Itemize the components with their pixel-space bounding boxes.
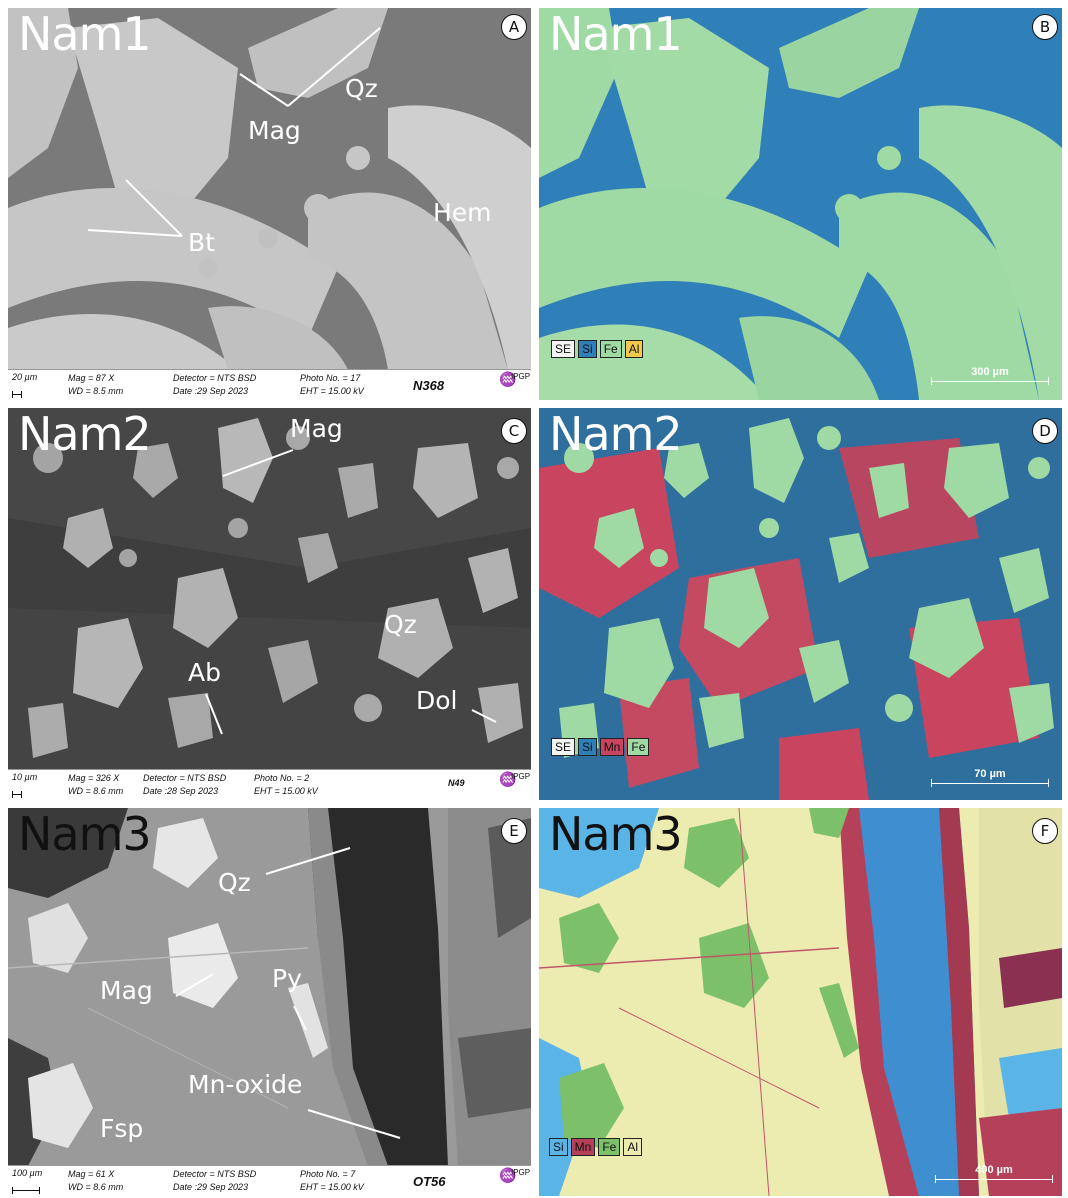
legend-mn-d: Mn xyxy=(599,738,625,756)
legend-si-d: Si xyxy=(578,738,597,756)
mag-text-c: Mag = 326 X xyxy=(68,773,120,783)
photo-text-a: Photo No. = 17 xyxy=(300,373,361,383)
legend-fe-b: Fe xyxy=(599,340,622,358)
legend-al-b: Al xyxy=(624,340,644,358)
panel-d: Nam2 D SE Si Mn Fe 70 µm xyxy=(539,408,1062,800)
scale-text-e: 100 µm xyxy=(12,1168,43,1178)
detector-text-a: Detector = NTS BSD xyxy=(173,373,257,383)
element-legend-f: Si Mn Fe Al xyxy=(549,1138,643,1156)
eht-text-e: EHT = 15.00 kV xyxy=(300,1182,364,1192)
label-mag-c: Mag xyxy=(290,414,343,443)
legend-si-b: Si xyxy=(578,340,597,358)
date-text-e: Date :29 Sep 2023 xyxy=(173,1182,249,1192)
sem-info-bar-e: 100 µm Mag = 61 X WD = 8.6 mm Detector =… xyxy=(8,1165,531,1196)
detector-text-c: Detector = NTS BSD xyxy=(143,773,227,783)
scale-text-d: 70 µm xyxy=(974,768,1006,780)
bse-image-c xyxy=(8,408,531,800)
logo-glyph-icon: ♒ xyxy=(499,1167,517,1183)
panel-e: Nam3 E Qz Mag Py Mn-oxide Fsp 100 µm Mag… xyxy=(8,808,531,1196)
legend-al-f: Al xyxy=(623,1138,643,1156)
date-text-c: Date :28 Sep 2023 xyxy=(143,786,219,796)
wd-text-c: WD = 8.6 mm xyxy=(68,786,124,796)
label-dol-c: Dol xyxy=(416,686,458,715)
label-mag-e: Mag xyxy=(100,976,153,1005)
sample-label-c: Nam2 xyxy=(18,408,152,461)
scale-text-c: 10 µm xyxy=(12,772,38,782)
panel-b: Nam1 B SE Si Fe Al 300 µm xyxy=(539,8,1062,400)
logo-glyph-icon: ♒ xyxy=(499,371,517,387)
element-legend-b: SE Si Fe Al xyxy=(551,340,644,358)
scale-bar-c xyxy=(12,791,22,798)
panel-f: Nam3 F Si Mn Fe Al 400 µm xyxy=(539,808,1062,1196)
label-py-e: Py xyxy=(272,964,302,993)
label-qz-a: Qz xyxy=(345,74,378,103)
photo-text-c: Photo No. = 2 xyxy=(254,773,310,783)
sample-label-f: Nam3 xyxy=(549,808,683,861)
wd-text-a: WD = 8.5 mm xyxy=(68,386,124,396)
mag-text-a: Mag = 87 X xyxy=(68,373,115,383)
panel-c: Nam2 C Mag Qz Ab Dol 10 µm Mag = 326 X W… xyxy=(8,408,531,800)
scale-bar-d: 70 µm xyxy=(931,768,1049,787)
sample-label-e: Nam3 xyxy=(18,808,152,861)
photo-text-e: Photo No. = 7 xyxy=(300,1169,356,1179)
panel-letter-f: F xyxy=(1032,818,1058,844)
legend-se-b: SE xyxy=(551,340,576,358)
legend-fe-f: Fe xyxy=(598,1138,621,1156)
sample-id-a: N368 xyxy=(413,378,445,393)
label-ab-c: Ab xyxy=(188,658,221,687)
panel-letter-d: D xyxy=(1032,418,1058,444)
panel-a: Nam1 A Qz Mag Bt Hem 20 µm Mag = 87 X WD… xyxy=(8,8,531,400)
sem-info-bar-a: 20 µm Mag = 87 X WD = 8.5 mm Detector = … xyxy=(8,369,531,400)
eht-text-c: EHT = 15.00 kV xyxy=(254,786,318,796)
sample-label-b: Nam1 xyxy=(549,8,683,61)
logo-text-e: IPGP xyxy=(511,1168,531,1177)
sample-id-e: OT56 xyxy=(413,1174,446,1189)
panel-letter-b: B xyxy=(1032,14,1058,40)
scale-text-f: 400 µm xyxy=(975,1164,1013,1176)
label-qz-c: Qz xyxy=(384,610,417,639)
scale-text-b: 300 µm xyxy=(971,366,1009,378)
wd-text-e: WD = 8.6 mm xyxy=(68,1182,124,1192)
legend-mn-f: Mn xyxy=(570,1138,596,1156)
detector-text-e: Detector = NTS BSD xyxy=(173,1169,257,1179)
panel-letter-e: E xyxy=(501,818,527,844)
label-hem-a: Hem xyxy=(433,198,492,227)
label-mag-a: Mag xyxy=(248,116,301,145)
scale-bar-b: 300 µm xyxy=(931,366,1049,385)
sem-info-bar-c: 10 µm Mag = 326 X WD = 8.6 mm Detector =… xyxy=(8,769,531,800)
date-text-a: Date :29 Sep 2023 xyxy=(173,386,249,396)
scale-bar-f: 400 µm xyxy=(935,1164,1053,1183)
label-fsp-e: Fsp xyxy=(100,1114,144,1143)
sample-label-d: Nam2 xyxy=(549,408,683,461)
logo-text-a: IPGP xyxy=(511,372,531,381)
scale-bar-a xyxy=(12,391,22,398)
logo-text-c: IPGP xyxy=(511,772,531,781)
sample-id-c: N49 xyxy=(448,778,465,788)
element-legend-d: SE Si Mn Fe xyxy=(551,738,650,756)
eds-map-b xyxy=(539,8,1062,400)
eds-map-d xyxy=(539,408,1062,800)
panel-letter-a: A xyxy=(501,14,527,40)
legend-fe-d: Fe xyxy=(627,738,650,756)
eht-text-a: EHT = 15.00 kV xyxy=(300,386,364,396)
label-bt-a: Bt xyxy=(188,228,215,257)
legend-se-d: SE xyxy=(551,738,576,756)
sample-label-a: Nam1 xyxy=(18,8,152,61)
label-mnoxide-e: Mn-oxide xyxy=(188,1070,303,1099)
panel-letter-c: C xyxy=(501,418,527,444)
scale-bar-e xyxy=(12,1187,40,1194)
label-qz-e: Qz xyxy=(218,868,251,897)
mag-text-e: Mag = 61 X xyxy=(68,1169,115,1179)
logo-glyph-icon: ♒ xyxy=(499,771,517,787)
scale-text-a: 20 µm xyxy=(12,372,38,382)
legend-si-f: Si xyxy=(549,1138,568,1156)
eds-map-f xyxy=(539,808,1062,1196)
bse-image-e xyxy=(8,808,531,1196)
